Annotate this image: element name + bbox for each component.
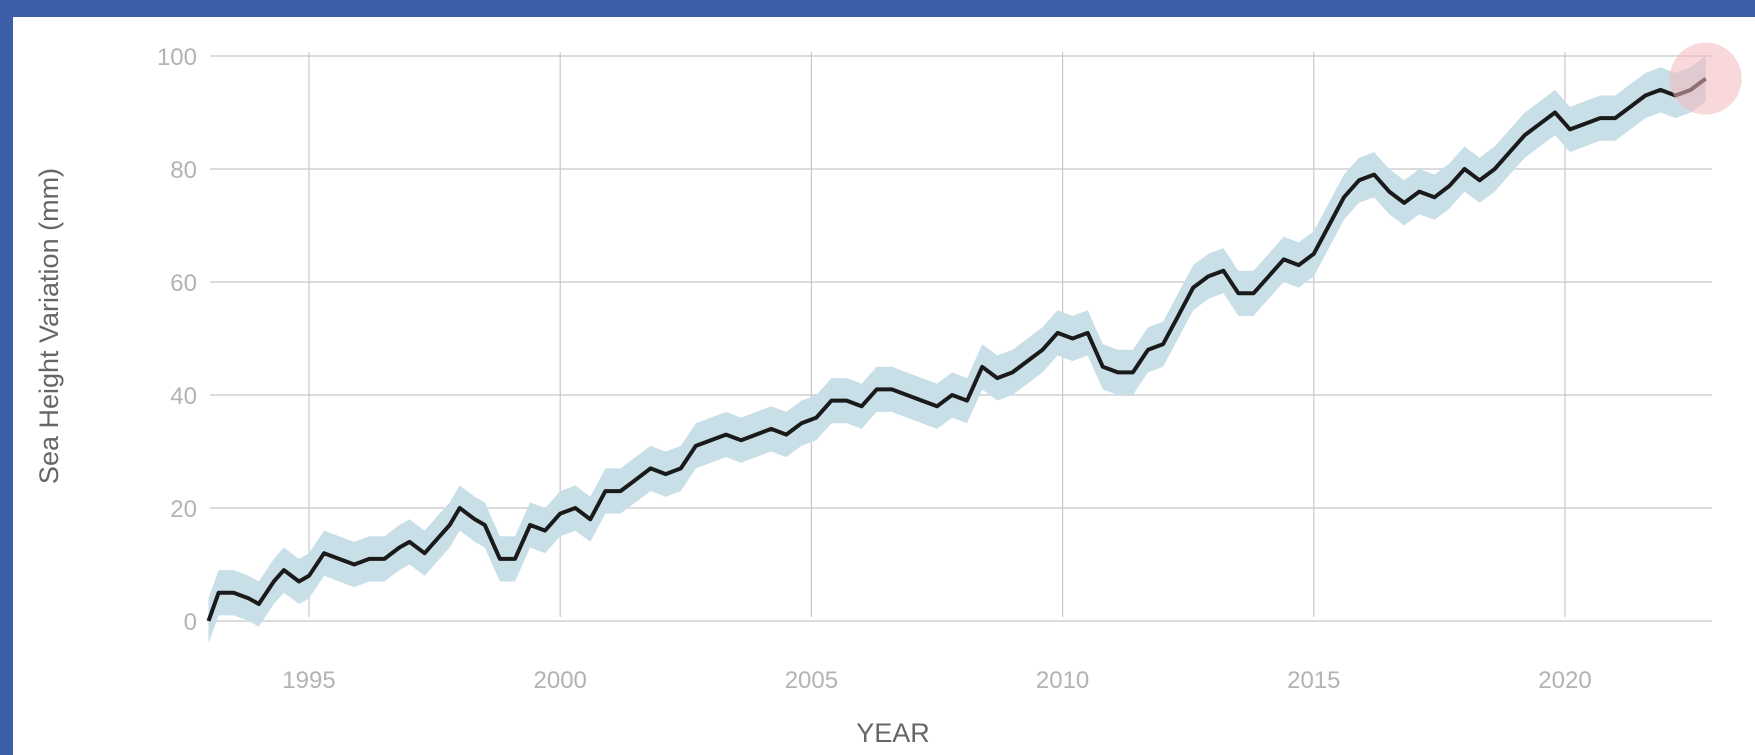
x-tick-label: 2000 <box>534 667 587 694</box>
y-tick-label: 0 <box>184 609 197 636</box>
y-tick-label: 60 <box>170 270 197 297</box>
x-tick-label: 2015 <box>1287 667 1340 694</box>
x-tick-label: 2005 <box>785 667 838 694</box>
y-tick-label: 20 <box>170 496 197 523</box>
y-tick-label: 100 <box>157 44 197 71</box>
uncertainty-band <box>208 56 1706 644</box>
x-tick-labels: 1995 2000 2005 2010 2015 2020 <box>282 667 1591 694</box>
y-tick-label: 80 <box>170 157 197 184</box>
x-tick-label: 2010 <box>1036 667 1089 694</box>
x-tick-label: 1995 <box>282 667 335 694</box>
x-axis-title: YEAR <box>856 718 930 748</box>
y-axis-title: Sea Height Variation (mm) <box>34 168 64 484</box>
y-tick-labels: 0 20 40 60 80 100 <box>157 44 197 636</box>
series-line <box>206 76 1707 622</box>
y-tick-label: 40 <box>170 383 197 410</box>
x-tick-label: 2020 <box>1538 667 1591 694</box>
latest-value-highlight <box>1669 42 1742 115</box>
